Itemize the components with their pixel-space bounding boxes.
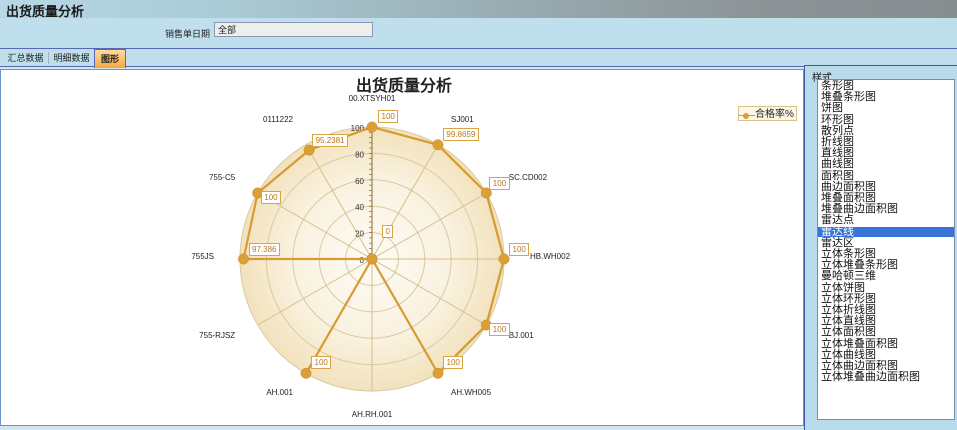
svg-text:80: 80 (355, 150, 364, 159)
svg-text:20: 20 (355, 230, 364, 239)
svg-text:0: 0 (360, 256, 365, 265)
svg-text:60: 60 (355, 177, 364, 186)
svg-text:40: 40 (355, 203, 364, 212)
